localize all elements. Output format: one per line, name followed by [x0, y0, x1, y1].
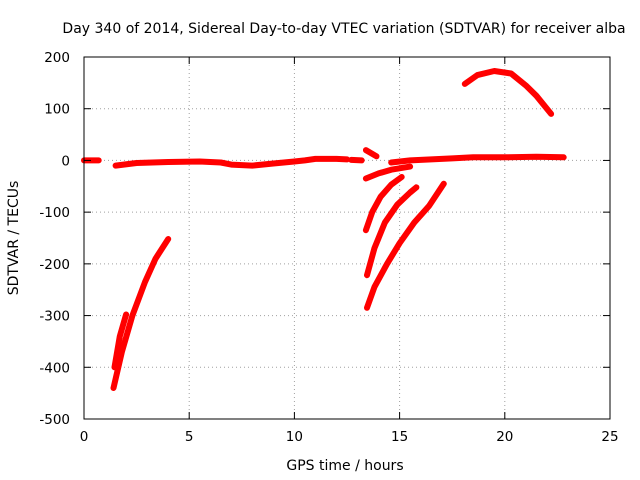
data-trace-10 — [362, 174, 405, 234]
x-tick-label: 0 — [80, 429, 89, 445]
data-trace-5 — [388, 153, 567, 166]
y-tick-label: 0 — [61, 153, 70, 169]
data-trace-12 — [364, 180, 447, 311]
data-trace-8 — [110, 236, 172, 391]
x-axis-label: GPS time / hours — [286, 458, 403, 474]
data-trace-9 — [111, 311, 130, 371]
data-layer — [81, 68, 567, 391]
data-trace-7 — [461, 68, 555, 117]
data-trace-2 — [112, 155, 350, 169]
x-tick-label: 20 — [496, 429, 513, 445]
y-tick-label: -300 — [39, 309, 70, 325]
data-trace-4 — [362, 147, 380, 160]
y-tick-label: 100 — [44, 102, 70, 118]
data-trace-3 — [348, 156, 365, 164]
grid — [84, 57, 610, 419]
y-tick-label: 200 — [44, 50, 70, 66]
y-tick-label: -500 — [39, 412, 70, 428]
x-tick-label: 25 — [601, 429, 618, 445]
ticks: 0 5 10 15 20 25 -500 -400 -300 -200 -100 0 100 200 — [39, 50, 618, 445]
chart-title: Day 340 of 2014, Sidereal Day-to-day VTE… — [62, 21, 625, 37]
x-tick-label: 10 — [286, 429, 303, 445]
x-tick-label: 5 — [185, 429, 194, 445]
y-tick-label: -400 — [39, 360, 70, 376]
data-trace-11 — [364, 184, 420, 279]
x-tick-label: 15 — [391, 429, 408, 445]
y-tick-label: -200 — [39, 257, 70, 273]
data-trace-6 — [362, 163, 414, 182]
plot-frame — [83, 56, 611, 420]
y-tick-label: -100 — [39, 205, 70, 221]
y-axis-label: SDTVAR / TECUs — [6, 181, 22, 296]
